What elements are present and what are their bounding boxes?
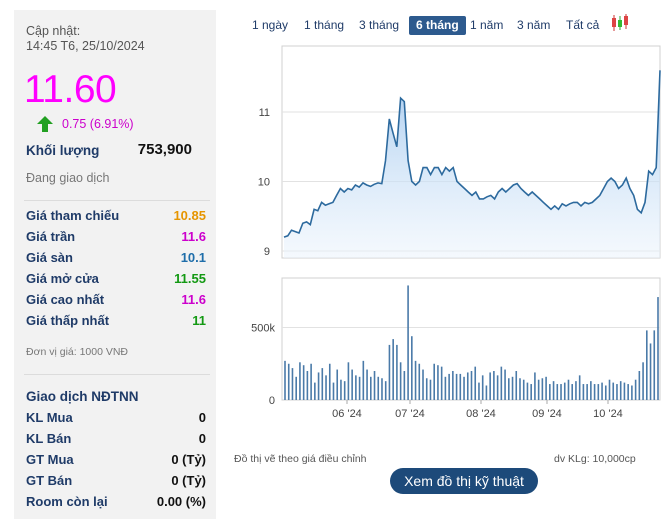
price-row-value: 11.6 <box>181 292 206 307</box>
foreign-row-value: 0 (Tỷ) <box>171 452 206 467</box>
volume-tick-label: 0 <box>269 395 275 407</box>
foreign-row-value: 0 <box>198 431 206 446</box>
foreign-row-value: 0 <box>198 410 206 425</box>
price-row-value: 11 <box>192 313 206 328</box>
tab-period[interactable]: 1 tháng <box>304 18 345 32</box>
price-change: 0.75 (6.91%) <box>62 117 134 131</box>
price-row-label: Giá trần <box>26 229 76 244</box>
price-line <box>283 70 661 238</box>
trading-status: Đang giao dịch <box>26 171 110 185</box>
foreign-row-label: GT Bán <box>26 473 73 488</box>
foreign-row-value: 0 (Tỷ) <box>171 473 206 488</box>
price-row-label: Giá mở cửa <box>26 271 99 286</box>
updated-time: 14:45 T6, 25/10/2024 <box>26 39 145 53</box>
x-tick-label: 06 '24 <box>332 408 362 420</box>
price-row: Giá cao nhất 11.6 <box>26 292 206 312</box>
price-row-label: Giá sàn <box>26 250 73 265</box>
price-row-value: 11.55 <box>174 271 206 286</box>
price-row: Giá trần 11.6 <box>26 229 206 249</box>
price-row: Giá sàn 10.1 <box>26 250 206 270</box>
volume-unit-note: dv KLg: 10,000cp <box>554 453 636 465</box>
tab-period[interactable]: 3 năm <box>517 18 551 32</box>
x-tick-label: 09 '24 <box>532 408 562 420</box>
price-row-value: 10.85 <box>173 208 206 223</box>
price-row-label: Giá tham chiếu <box>26 208 120 223</box>
price-row-value: 11.6 <box>181 229 206 244</box>
divider <box>24 200 210 201</box>
quote-panel: Cập nhật: 14:45 T6, 25/10/2024 11.60 0.7… <box>14 10 216 519</box>
foreign-row-label: Room còn lại <box>26 494 108 509</box>
last-price: 11.60 <box>24 68 117 111</box>
price-area <box>284 70 660 258</box>
tab-period[interactable]: 6 tháng <box>409 16 466 35</box>
volume-label: Khối lượng <box>26 143 100 158</box>
price-row-value: 10.1 <box>180 250 206 265</box>
foreign-trading-title: Giao dịch NĐTNN <box>26 389 139 404</box>
foreign-row-label: KL Bán <box>26 431 72 446</box>
y-tick-label: 11 <box>259 107 270 119</box>
price-row-label: Giá cao nhất <box>26 292 105 307</box>
tab-period[interactable]: 1 năm <box>470 18 504 32</box>
y-tick-label: 10 <box>258 177 270 189</box>
tab-period[interactable]: 1 ngày <box>252 18 289 32</box>
price-row-label: Giá thấp nhất <box>26 313 110 328</box>
price-row: Giá mở cửa 11.55 <box>26 271 206 291</box>
up-arrow-icon <box>37 116 53 132</box>
foreign-row-label: GT Mua <box>26 452 74 467</box>
adjusted-price-note: Đồ thị vẽ theo giá điều chỉnh <box>234 453 367 465</box>
volume-tick-label: 500k <box>251 323 275 335</box>
foreign-row-label: KL Mua <box>26 410 73 425</box>
tab-period[interactable]: Tất cả <box>566 18 600 32</box>
technical-chart-button[interactable]: Xem đồ thị kỹ thuật <box>390 468 538 494</box>
candlestick-icon[interactable] <box>610 13 630 33</box>
foreign-row: Room còn lại 0.00 (%) <box>26 494 206 514</box>
foreign-row: GT Mua 0 (Tỷ) <box>26 452 206 472</box>
price-row: Giá thấp nhất 11 <box>26 313 206 333</box>
x-tick-label: 10 '24 <box>593 408 623 420</box>
tab-period[interactable]: 3 tháng <box>359 18 400 32</box>
price-row: Giá tham chiếu 10.85 <box>26 208 206 228</box>
foreign-row: GT Bán 0 (Tỷ) <box>26 473 206 493</box>
x-tick-label: 07 '24 <box>395 408 425 420</box>
foreign-row: KL Bán 0 <box>26 431 206 451</box>
foreign-row: KL Mua 0 <box>26 410 206 430</box>
foreign-row-value: 0.00 (%) <box>156 494 206 509</box>
updated-label: Cập nhật: <box>26 24 81 38</box>
divider <box>24 374 210 375</box>
y-tick-label: 9 <box>264 246 270 258</box>
x-tick-label: 08 '24 <box>466 408 496 420</box>
volume-value: 753,900 <box>137 141 192 158</box>
unit-note: Đơn vị giá: 1000 VNĐ <box>26 346 129 358</box>
